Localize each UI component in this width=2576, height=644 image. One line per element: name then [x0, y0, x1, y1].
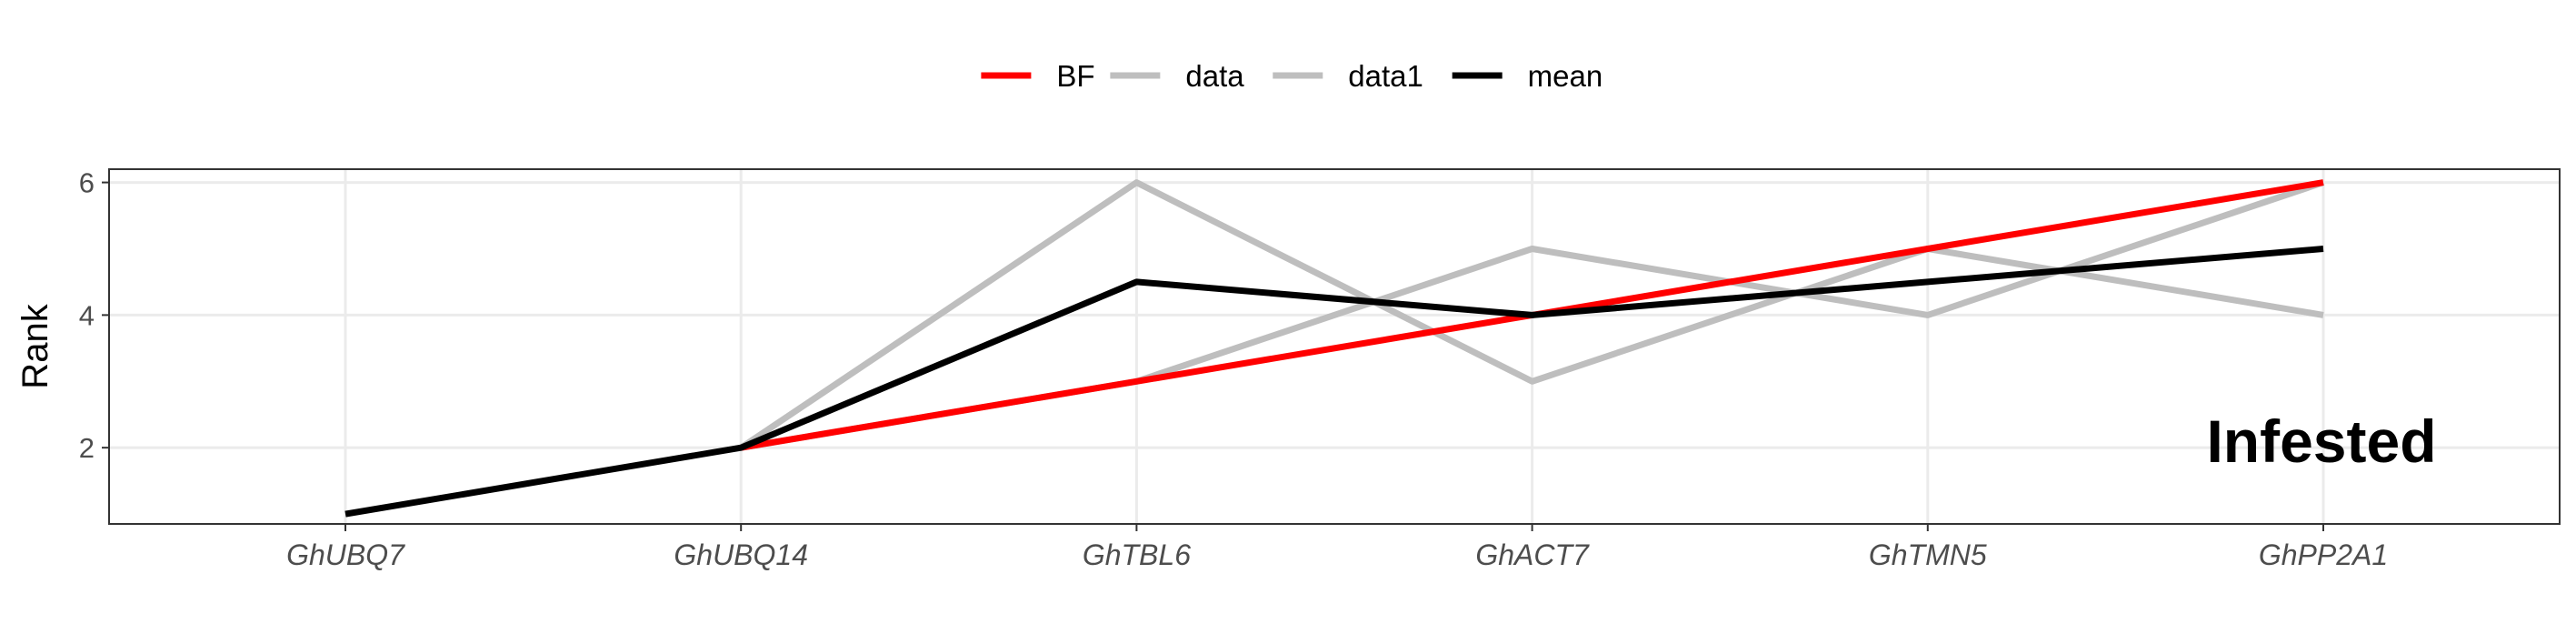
legend-label: mean: [1528, 59, 1603, 93]
legend-label: data1: [1348, 59, 1423, 93]
y-tick-label: 6: [79, 167, 95, 199]
x-tick-label: GhTMN5: [1869, 538, 1987, 571]
y-tick-label: 2: [79, 432, 95, 464]
x-tick-label: GhUBQ14: [674, 538, 808, 571]
legend: BF data data1 mean: [981, 59, 1603, 93]
x-tick-label: GhPP2A1: [2259, 538, 2388, 571]
y-tick-label: 4: [79, 299, 95, 331]
legend-label: data: [1185, 59, 1244, 93]
series-line-mean: [344, 246, 2324, 518]
legend-label: BF: [1056, 59, 1094, 93]
x-tick-label: GhACT7: [1475, 538, 1590, 571]
series-lines: [344, 179, 2325, 518]
y-axis-label: Rank: [15, 303, 55, 388]
x-tick-label: GhUBQ7: [286, 538, 405, 571]
x-axis: GhUBQ7 GhUBQ14 GhTBL6 GhACT7 GhTMN5 GhPP2A1: [286, 524, 2388, 571]
plot-panel-border: [108, 168, 2561, 525]
panel-annotation: Infested: [2206, 408, 2436, 475]
y-axis: 2 4 6: [79, 167, 109, 464]
x-tick-label: GhTBL6: [1083, 538, 1191, 571]
